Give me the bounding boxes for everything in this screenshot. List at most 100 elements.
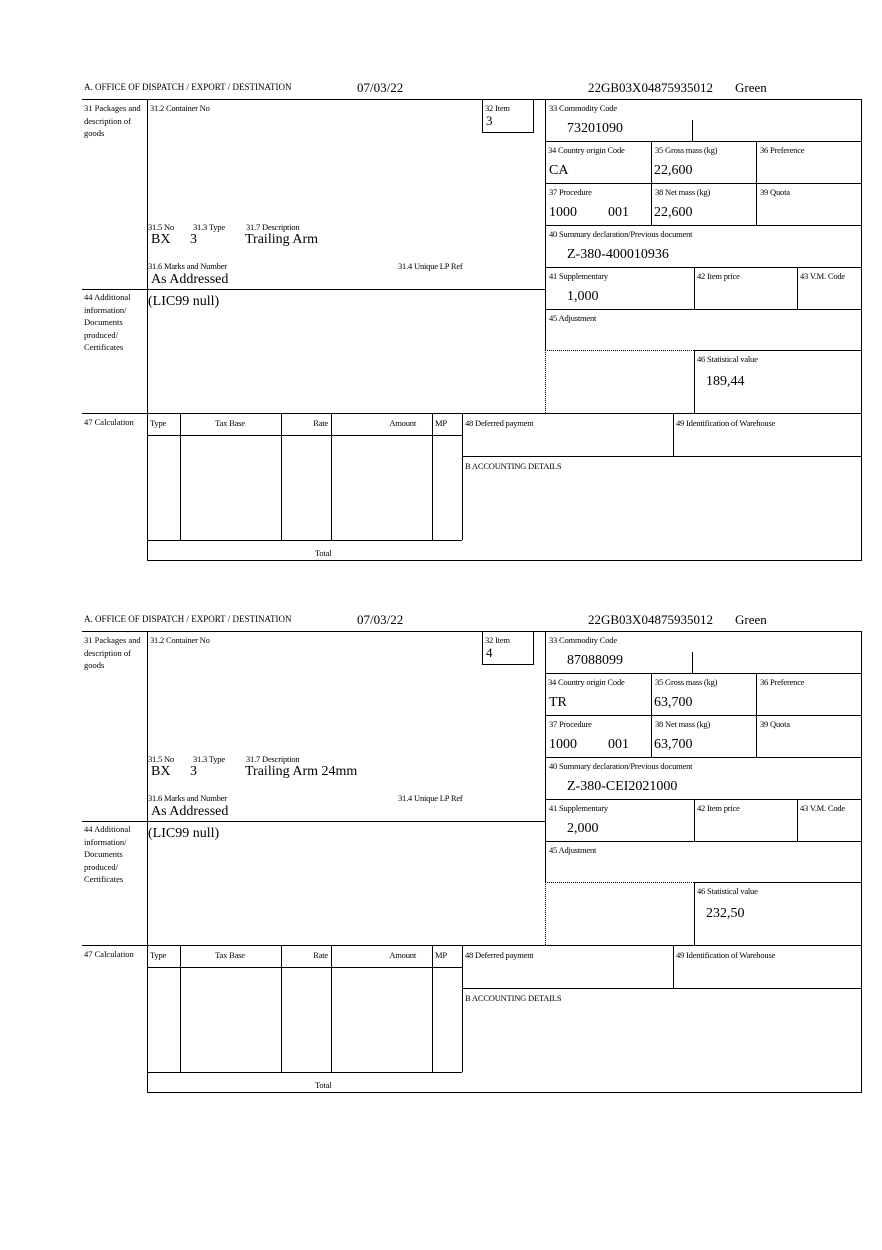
procedure-value: 1000 [549, 737, 577, 752]
calc-column-header: Amount [389, 418, 416, 428]
rule [797, 267, 798, 309]
rule [147, 967, 462, 968]
supplementary-label: 41 Supplementary [549, 271, 608, 281]
vm-code-label: 43 V.M. Code [800, 271, 845, 281]
rule [462, 945, 463, 1072]
calculation-label: 47 Calculation [84, 949, 134, 959]
rule [545, 309, 862, 310]
item-price-label: 42 Item price [697, 803, 740, 813]
item-label: 32 Item [485, 635, 510, 645]
rule [694, 799, 695, 841]
declaration-reference: 22GB03X04875935012 [588, 80, 713, 95]
gross-value: 22,600 [654, 163, 693, 178]
type-label: 31.3 Type [193, 222, 225, 232]
rule [281, 945, 282, 1072]
procedure-value: 1000 [549, 205, 577, 220]
rule [82, 821, 545, 822]
rule [861, 99, 862, 561]
rule [756, 141, 757, 225]
description-value: Trailing Arm 24mm [245, 764, 358, 779]
rule [147, 99, 148, 561]
office-label: A. OFFICE OF DISPATCH / EXPORT / DESTINA… [84, 614, 292, 624]
rule [82, 631, 862, 632]
rule [147, 631, 148, 1093]
country-label: 34 Country origin Code [548, 145, 625, 155]
rule [861, 631, 862, 1093]
rule [281, 413, 282, 540]
item-value: 3 [486, 113, 493, 128]
dotted-rule [545, 882, 694, 883]
rule [180, 945, 181, 1072]
rule [147, 1092, 862, 1093]
rule [545, 799, 862, 800]
rule [756, 673, 757, 757]
marks-value: As Addressed [151, 272, 229, 287]
rule [82, 99, 862, 100]
additional-info-label: 44 Additional information/ Documents pro… [84, 824, 131, 884]
statistical-value: 189,44 [706, 374, 745, 389]
calculation-label: 47 Calculation [84, 417, 134, 427]
summary-label: 40 Summary declaration/Previous document [549, 229, 693, 239]
rule [180, 413, 181, 540]
rule [82, 945, 862, 946]
item-price-label: 42 Item price [697, 271, 740, 281]
rule [673, 945, 674, 988]
no-label: 31.5 No [148, 222, 174, 232]
route-colour: Green [735, 612, 767, 627]
rule [694, 882, 862, 883]
deferred-payment-label: 48 Deferred payment [465, 950, 534, 960]
rule [651, 141, 652, 225]
calc-column-header: Type [150, 950, 167, 960]
summary-value: Z-380-CEI2021000 [567, 779, 678, 794]
net-value: 22,600 [654, 205, 693, 220]
declaration-date: 07/03/22 [357, 612, 404, 627]
type-value: 3 [190, 764, 197, 779]
preference-label: 36 Preference [760, 145, 805, 155]
procedure-additional-value: 001 [608, 205, 629, 220]
customs-declaration-form: A. OFFICE OF DISPATCH / EXPORT / DESTINA… [0, 80, 882, 580]
net-label: 38 Net mass (kg) [655, 187, 711, 197]
declaration-reference: 22GB03X04875935012 [588, 612, 713, 627]
total-label: Total [315, 548, 332, 558]
rule [673, 413, 674, 456]
container-label: 31.2 Container No [150, 635, 210, 645]
rule [147, 560, 862, 561]
country-value: CA [549, 163, 569, 178]
description-value: Trailing Arm [245, 232, 318, 247]
rule [545, 631, 546, 882]
rule [545, 183, 862, 184]
route-colour: Green [735, 80, 767, 95]
unique-ref-label: 31.4 Unique LP Ref [398, 261, 463, 271]
type-label: 31.3 Type [193, 754, 225, 764]
calc-column-header: Amount [389, 950, 416, 960]
summary-label: 40 Summary declaration/Previous document [549, 761, 693, 771]
rule [147, 540, 462, 541]
rule [82, 289, 545, 290]
net-label: 38 Net mass (kg) [655, 719, 711, 729]
vm-code-label: 43 V.M. Code [800, 803, 845, 813]
accounting-details-label: B ACCOUNTING DETAILS [465, 461, 562, 471]
dotted-rule [545, 350, 546, 413]
rule [432, 413, 433, 540]
no-value: BX [151, 232, 171, 247]
description-label: 31.7 Description [246, 222, 300, 232]
customs-declaration-form: A. OFFICE OF DISPATCH / EXPORT / DESTINA… [0, 612, 882, 1112]
description-label: 31.7 Description [246, 754, 300, 764]
dotted-rule [545, 350, 694, 351]
gross-label: 35 Gross mass (kg) [655, 145, 718, 155]
item-label: 32 Item [485, 103, 510, 113]
statistical-label: 46 Statistical value [697, 886, 758, 896]
additional-info-value: (LIC99 null) [148, 294, 220, 309]
country-label: 34 Country origin Code [548, 677, 625, 687]
statistical-label: 46 Statistical value [697, 354, 758, 364]
rule [694, 350, 695, 413]
rule [462, 456, 862, 457]
adjustment-label: 45 Adjustment [549, 313, 597, 323]
rule [694, 882, 695, 945]
calc-column-header: MP [435, 950, 447, 960]
declaration-date: 07/03/22 [357, 80, 404, 95]
rule [651, 673, 652, 757]
supplementary-value: 2,000 [567, 821, 599, 836]
additional-info-label: 44 Additional information/ Documents pro… [84, 292, 131, 352]
commodity-value: 73201090 [567, 121, 623, 136]
